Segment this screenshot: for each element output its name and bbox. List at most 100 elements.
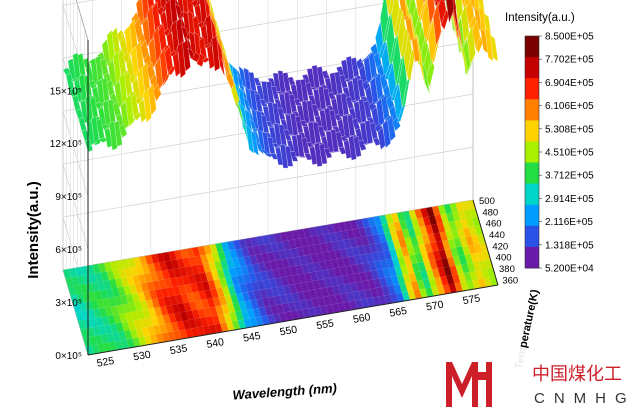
contour-cell [406,246,416,256]
contour-cell [133,257,142,267]
contour-cell [197,308,206,318]
contour-cell [143,291,152,301]
contour-cell [95,317,104,327]
contour-cell [405,282,414,292]
contour-cell [92,264,101,274]
contour-cell [96,299,105,309]
contour-cell [165,305,175,315]
contour-cell [305,299,314,309]
contour-cell [321,269,330,279]
contour-cell [115,322,124,332]
x-tick-label: 525 [96,355,115,370]
contour-cell [124,330,133,340]
contour-cell [312,280,321,290]
contour-cell [457,210,467,220]
contour-cell [150,254,160,264]
temperature-tick-label: 480 [482,207,498,218]
contour-cell [128,302,137,312]
contour-cell [98,263,107,273]
contour-cell [73,285,83,295]
contour-cell [223,313,232,323]
contour-cell [349,282,359,292]
surface-cell [323,147,333,159]
contour-cell [372,234,381,244]
contour-cell [194,255,203,265]
contour-cell [87,309,96,319]
surface-cell [387,115,396,142]
contour-cell [94,272,104,282]
contour-cell [255,254,264,264]
contour-cell [125,294,135,304]
x-tick-label: 545 [242,330,261,345]
contour-cell [443,204,453,214]
colorbar-block [525,204,539,227]
contour-cell [408,210,417,220]
contour-cell [186,248,195,258]
contour-cell [314,288,324,298]
surface-cell [406,48,416,82]
x-tick-label: 565 [389,305,408,320]
contour-cell [354,255,363,265]
contour-cell [172,286,181,296]
contour-cell [276,304,285,314]
contour-cell [182,257,191,267]
contour-cell [215,243,224,253]
contour-cell [150,316,160,326]
contour-cell [166,287,176,297]
contour-cell [216,287,225,297]
contour-cell [393,284,402,294]
contour-cell [270,242,279,252]
contour-cell [114,296,123,306]
contour-cell [198,290,207,300]
contour-cell [360,254,369,264]
contour-cell [330,259,340,269]
surface-cell [177,41,186,79]
contour-cell [401,247,410,257]
contour-cell [112,332,121,342]
contour-cell [300,282,309,292]
x-tick-label: 540 [206,336,225,351]
contour-cell [124,267,133,277]
contour-cell [478,260,488,270]
contour-cell [360,236,370,246]
contour-cell [344,221,353,231]
contour-cell [89,318,99,328]
contour-cell [291,230,300,240]
contour-cell [84,301,94,311]
contour-cell [80,328,89,338]
contour-cell [203,307,212,317]
surface-cell [452,0,460,38]
contour-cell [144,317,154,327]
contour-cell [80,266,89,276]
contour-cell [222,268,232,278]
surface-cell [196,53,206,67]
contour-cell [113,314,122,324]
contour-cell [286,275,295,285]
contour-cell [386,240,396,250]
contour-cell [427,233,437,243]
contour-cell [400,265,409,275]
contour-cell [256,236,265,246]
surface-cell [206,44,216,70]
contour-cell [250,237,259,247]
contour-cell [304,254,314,264]
surface-cell [284,146,294,167]
chart-axes [87,40,499,356]
surface-cell [426,58,435,89]
y-tick-label: 0×10⁵ [55,351,82,362]
colorbar-block [525,78,539,100]
contour-cell [472,279,481,289]
contour-cell [124,312,134,322]
contour-cell [339,266,348,276]
surface-cell [436,22,445,47]
contour-cell [303,228,312,238]
contour-cell [313,262,322,272]
contour-cell [189,301,198,311]
contour-cell [282,303,291,313]
contour-cell [407,290,416,300]
contour-cell [360,298,370,308]
contour-cell [109,323,119,333]
contour-cell [230,294,239,304]
contour-cell [298,273,307,283]
contour-cell [455,264,464,274]
